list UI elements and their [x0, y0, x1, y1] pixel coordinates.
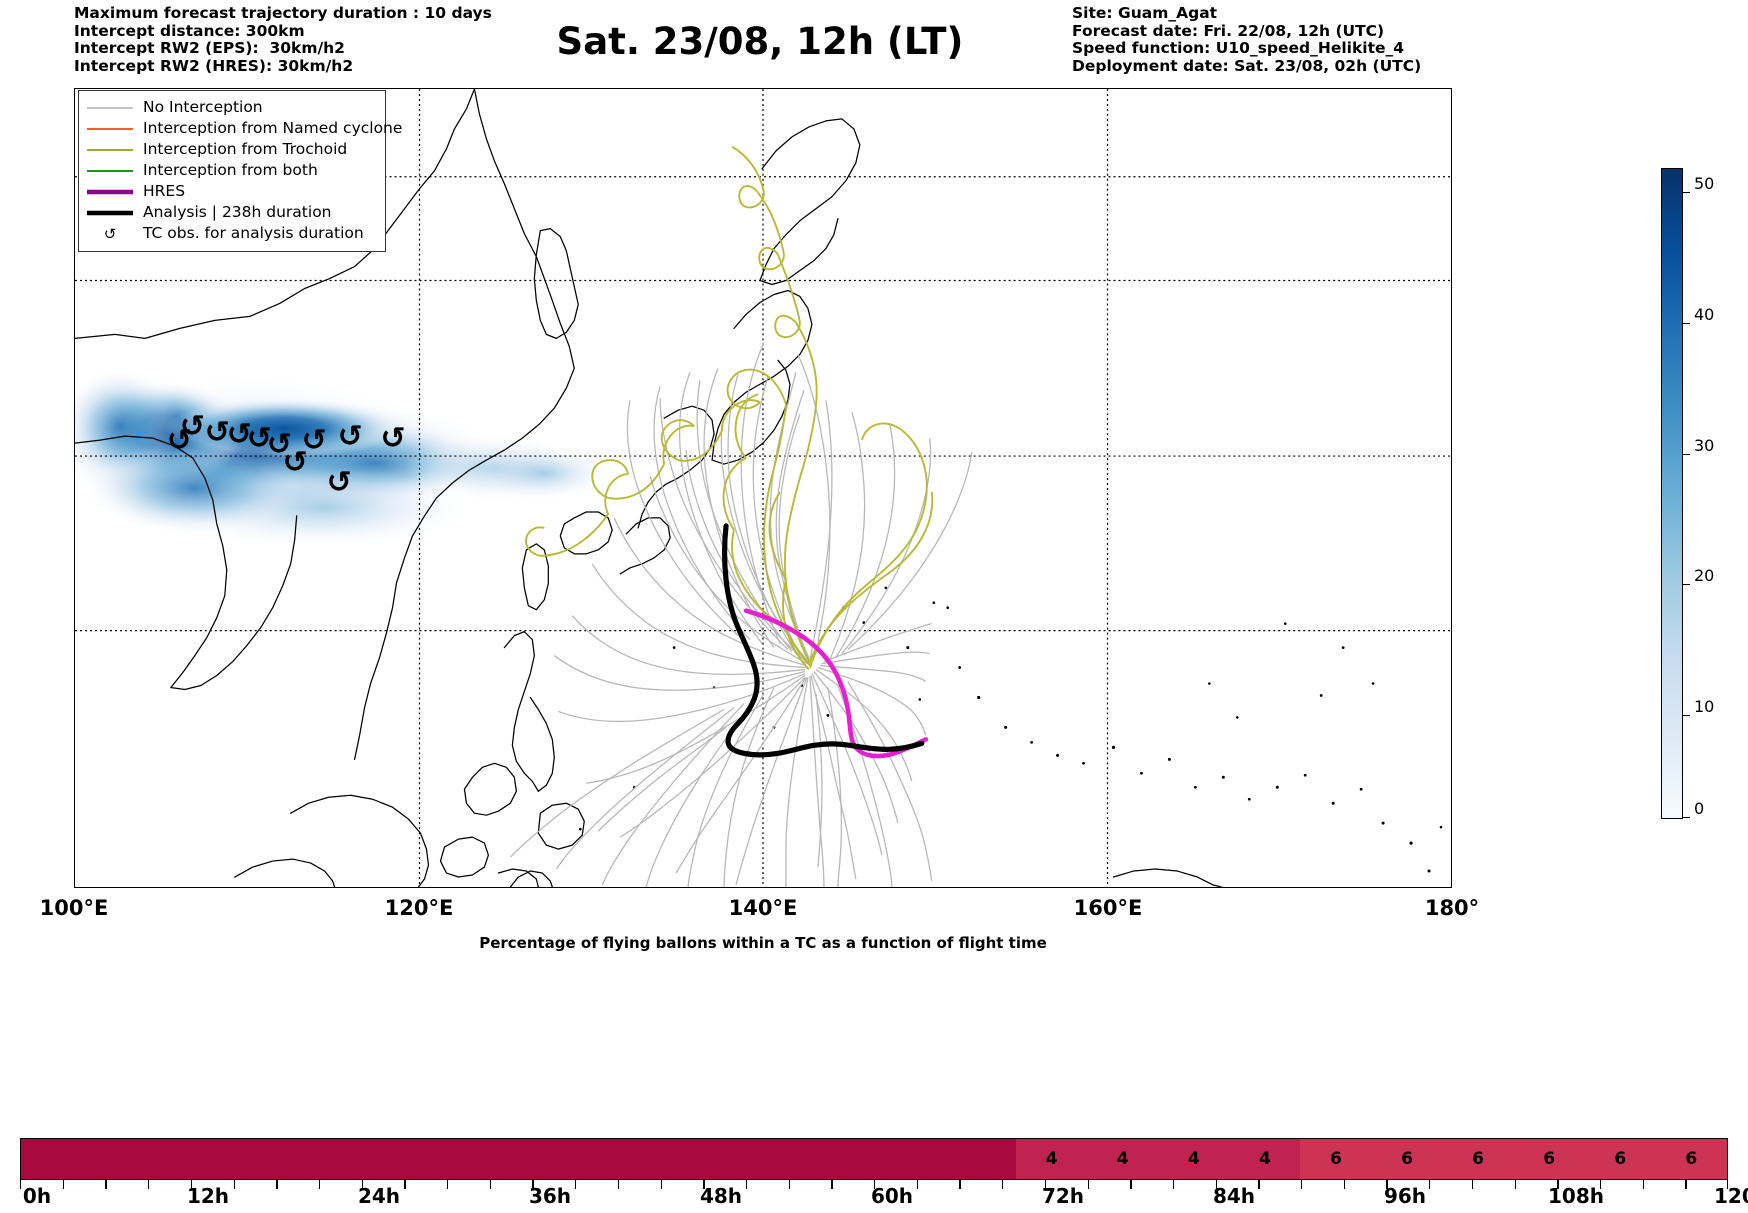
legend-item-trochoid[interactable]: Interception from Trochoid [87, 139, 377, 160]
x-tick-label-100e: 100°E [39, 896, 109, 920]
pct-tick-label-24h: 24h [357, 1184, 401, 1208]
pct-cell [802, 1139, 874, 1179]
x-tick-label-140e: 140°E [728, 896, 798, 920]
pct-cell [945, 1139, 1017, 1179]
pct-tick-label-0h: 0h [22, 1184, 52, 1208]
pct-cell [163, 1139, 235, 1179]
x-tick-label-180: 180° [1424, 896, 1480, 920]
pct-cell: 6 [1584, 1139, 1656, 1179]
legend-item-named-cyclone[interactable]: Interception from Named cyclone [87, 118, 402, 139]
pct-cell [21, 1139, 93, 1179]
legend-item-tc-obs[interactable]: ↺ TC obs. for analysis duration [87, 223, 377, 244]
pct-cell [873, 1139, 946, 1179]
trochoid-interception-trajectories [525, 146, 934, 671]
pct-cell: 6 [1513, 1139, 1585, 1179]
pct-cell [376, 1139, 448, 1179]
pct-cell [447, 1139, 519, 1179]
pct-cell [660, 1139, 732, 1179]
percentage-bar-title: Percentage of flying ballons within a TC… [479, 934, 1047, 952]
colorbar-axis-label: Named cyclones forecast - Number of EPS … [1700, 170, 1748, 820]
header-right-info: Site: Guam_Agat Forecast date: Fri. 22/0… [1072, 4, 1422, 75]
pct-tick-label-96h: 96h [1383, 1184, 1427, 1208]
cyclone-density-field [75, 368, 615, 548]
legend-label: No Interception [143, 98, 263, 116]
svg-text:↺: ↺ [302, 423, 327, 458]
percentage-bar-ticks [20, 1180, 1728, 1190]
hres-trajectory [743, 608, 929, 759]
pct-tick-label-72h: 72h [1041, 1184, 1085, 1208]
tc-cyclone-icon: ↺ [103, 224, 117, 243]
density-colorbar[interactable] [1661, 168, 1683, 819]
legend-label: TC obs. for analysis duration [143, 224, 364, 242]
svg-text:↺: ↺ [180, 409, 205, 444]
pct-cell: 6 [1371, 1139, 1443, 1179]
tc-observation-markers: ↺ ↺ ↺ ↺ ↺ ↺ ↺ ↺ ↺ ↺ ↺ [167, 409, 406, 500]
legend-label: Analysis | 238h duration [143, 203, 332, 221]
pct-cell [305, 1139, 377, 1179]
svg-text:↺: ↺ [338, 419, 363, 454]
svg-text:↺: ↺ [205, 415, 230, 450]
svg-text:↺: ↺ [267, 427, 292, 462]
legend-label: Interception from both [143, 161, 318, 179]
analysis-trajectory [721, 523, 925, 758]
header-left-info: Maximum forecast trajectory duration : 1… [74, 4, 492, 75]
pct-tick-label-120h: 120h [1714, 1184, 1748, 1208]
pct-cell: 6 [1655, 1139, 1727, 1179]
pct-cell: 6 [1300, 1139, 1372, 1179]
svg-text:↺: ↺ [227, 417, 252, 452]
svg-text:↺: ↺ [381, 421, 406, 456]
pct-tick-label-12h: 12h [186, 1184, 230, 1208]
legend-label: Interception from Named cyclone [143, 119, 403, 137]
pct-cell: 6 [1442, 1139, 1514, 1179]
svg-text:↺: ↺ [327, 465, 352, 500]
percentage-bar[interactable]: 4 4 4 4 6 6 6 6 6 6 [20, 1138, 1728, 1180]
eps-trajectories-no-interception [509, 342, 973, 887]
pct-cell: 4 [1087, 1139, 1159, 1179]
pct-tick-label-36h: 36h [528, 1184, 572, 1208]
pct-cell [518, 1139, 590, 1179]
legend-item-hres[interactable]: HRES [87, 181, 377, 202]
pct-cell: 4 [1229, 1139, 1301, 1179]
pct-tick-label-108h: 108h [1548, 1184, 1604, 1208]
legend-label: Interception from Trochoid [143, 140, 348, 158]
map-canvas: ↺ ↺ ↺ ↺ ↺ ↺ ↺ ↺ ↺ ↺ ↺ [75, 89, 1451, 887]
legend-item-both[interactable]: Interception from both [87, 160, 377, 181]
map-legend[interactable]: No Interception Interception from Named … [78, 90, 402, 252]
coastlines [75, 89, 1443, 887]
svg-text:↺: ↺ [283, 445, 308, 480]
legend-item-no-interception[interactable]: No Interception [87, 97, 377, 118]
pct-tick-label-60h: 60h [870, 1184, 914, 1208]
pct-tick-label-48h: 48h [699, 1184, 743, 1208]
svg-text:↺: ↺ [247, 421, 272, 456]
pct-cell: 4 [1016, 1139, 1088, 1179]
pct-tick-label-84h: 84h [1212, 1184, 1256, 1208]
pct-cell [234, 1139, 306, 1179]
colorbar-gradient [1662, 169, 1682, 818]
legend-item-analysis[interactable]: Analysis | 238h duration [87, 202, 377, 223]
x-tick-label-160e: 160°E [1073, 896, 1143, 920]
pct-cell [92, 1139, 164, 1179]
pct-cell: 4 [1158, 1139, 1230, 1179]
page-title: Sat. 23/08, 12h (LT) [556, 20, 964, 63]
legend-label: HRES [143, 182, 186, 200]
svg-text:↺: ↺ [167, 423, 192, 458]
pct-cell [731, 1139, 803, 1179]
x-tick-label-120e: 120°E [384, 896, 454, 920]
pct-cell [589, 1139, 661, 1179]
